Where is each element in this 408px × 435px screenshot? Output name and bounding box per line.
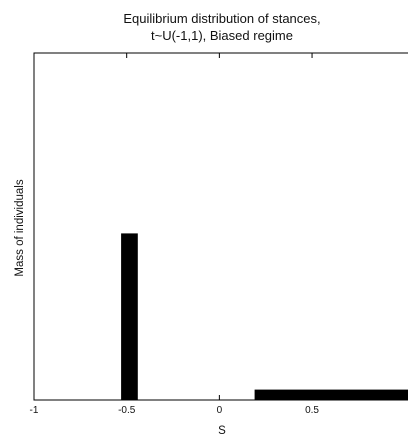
plot-frame xyxy=(33,52,408,401)
x-tick-label-3: 0.5 xyxy=(305,405,319,416)
bar-1 xyxy=(254,389,408,400)
x-tick-label-1: -0.5 xyxy=(118,405,136,416)
y-axis-label: Mass of individuals xyxy=(14,179,26,276)
bars-group xyxy=(121,233,408,400)
x-axis-label: S xyxy=(218,425,226,435)
bar-0 xyxy=(121,233,138,400)
x-tick-label-2: 0 xyxy=(217,405,223,416)
chart-title-line-1: Equilibrium distribution of stances, xyxy=(123,11,320,26)
x-ticks-group: -1 -0.5 0 0.5 xyxy=(30,53,319,416)
chart-title-line-2: t~U(-1,1), Biased regime xyxy=(151,28,293,43)
x-tick-label-0: -1 xyxy=(30,405,39,416)
